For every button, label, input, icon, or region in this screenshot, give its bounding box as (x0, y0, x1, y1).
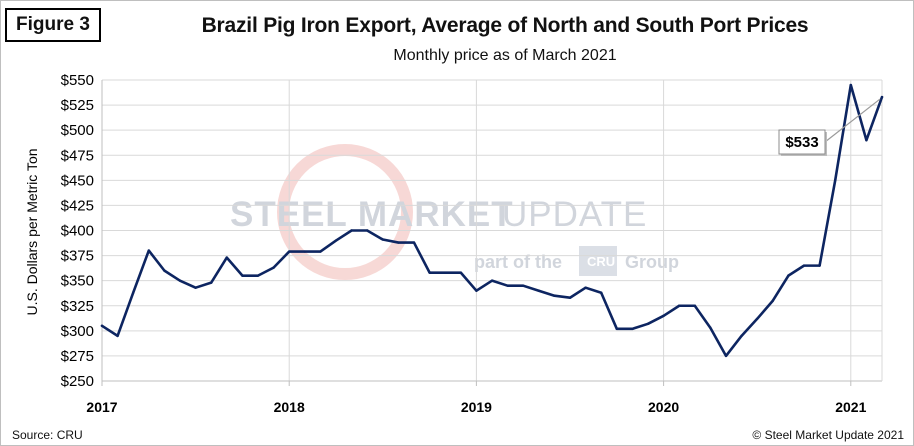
data-point (100, 324, 104, 328)
x-tick-label: 2017 (86, 399, 117, 415)
data-point (631, 327, 634, 331)
data-point (428, 271, 431, 274)
data-point (818, 264, 821, 267)
data-point (646, 322, 650, 326)
x-tick-label: 2021 (835, 399, 866, 415)
watermark-cru-logo-icon (579, 246, 617, 276)
data-point (444, 271, 447, 274)
series-group (100, 83, 884, 358)
data-point (506, 284, 509, 287)
watermark-group: Group (625, 252, 679, 272)
data-point (756, 317, 759, 320)
data-point (225, 256, 228, 259)
data-point (334, 239, 338, 242)
data-point (132, 291, 135, 294)
data-point (194, 286, 197, 289)
y-tick-label: $325 (61, 298, 94, 315)
chart-title: Brazil Pig Iron Export, Average of North… (201, 14, 809, 37)
x-tick-label: 2019 (461, 399, 492, 415)
y-tick-label: $550 (61, 72, 94, 89)
y-tick-label: $425 (61, 197, 94, 214)
y-tick-label: $300 (61, 323, 94, 340)
data-point (787, 274, 790, 277)
data-point (600, 291, 603, 294)
data-point (537, 289, 540, 292)
figure-label: Figure 3 (5, 8, 101, 42)
x-axis-ticks: 2017 2018 2019 2020 2021 (86, 399, 866, 415)
x-tick-label: 2018 (274, 399, 305, 415)
data-point (475, 289, 478, 292)
copyright-note: © Steel Market Update 2021 (752, 428, 904, 442)
callout-leader-line (824, 98, 881, 143)
data-point (490, 279, 494, 282)
data-point (178, 279, 182, 282)
data-point (412, 241, 416, 244)
data-point (740, 334, 743, 338)
data-point (116, 334, 119, 338)
data-point (397, 241, 400, 244)
y-tick-label: $475 (61, 147, 94, 164)
data-point (381, 238, 384, 241)
callout-label: $533 (785, 134, 818, 151)
watermark-cru-text: CRU (587, 254, 615, 269)
data-point (865, 139, 868, 142)
gridlines (102, 79, 882, 382)
data-point (288, 250, 291, 253)
axes (101, 80, 883, 386)
data-point (771, 299, 774, 302)
watermark-swoosh-icon (277, 144, 413, 280)
data-point (272, 266, 275, 269)
y-tick-label: $275 (61, 348, 94, 365)
data-point (147, 249, 150, 252)
data-point (880, 95, 884, 99)
source-note: Source: CRU (12, 428, 83, 442)
y-tick-label: $400 (61, 223, 94, 240)
data-point (163, 269, 166, 272)
watermark-part-of: part of the (474, 252, 562, 272)
y-tick-label: $350 (61, 273, 94, 290)
y-axis-label: U.S. Dollars per Metric Ton (24, 148, 40, 315)
watermark-text-light: UPDATE (502, 195, 647, 234)
annotation-callout: $533 (778, 98, 881, 156)
data-point (724, 354, 728, 358)
data-point (584, 286, 587, 289)
y-tick-label: $375 (61, 248, 94, 265)
data-point (522, 284, 525, 287)
data-point (210, 281, 213, 284)
data-point (256, 274, 260, 277)
callout-box (778, 129, 826, 155)
data-point (693, 304, 696, 307)
data-point (319, 250, 322, 253)
watermark-text-bold: STEEL MARKET (230, 195, 514, 234)
data-point (366, 229, 369, 232)
data-point (241, 274, 244, 277)
data-point (303, 250, 306, 253)
data-point (350, 229, 353, 232)
x-tick-label: 2020 (648, 399, 679, 415)
data-point (678, 304, 681, 307)
watermark: STEEL MARKET UPDATE part of the CRU Grou… (230, 144, 679, 280)
data-point (834, 179, 837, 182)
data-point (553, 294, 556, 297)
y-axis-ticks: $250 $275 $300 $325 $350 $375 $400 $425 $450 $475… (61, 72, 94, 390)
y-tick-label: $450 (61, 172, 94, 189)
chart-subtitle: Monthly price as of March 2021 (393, 47, 617, 64)
data-point (709, 326, 712, 330)
data-point (662, 314, 665, 317)
y-tick-label: $525 (61, 97, 94, 114)
data-point (459, 271, 462, 274)
data-point (615, 327, 618, 331)
data-point (849, 83, 852, 87)
y-tick-label: $250 (61, 373, 94, 390)
data-point (802, 264, 806, 267)
data-point (568, 296, 572, 299)
y-tick-label: $500 (61, 122, 94, 139)
